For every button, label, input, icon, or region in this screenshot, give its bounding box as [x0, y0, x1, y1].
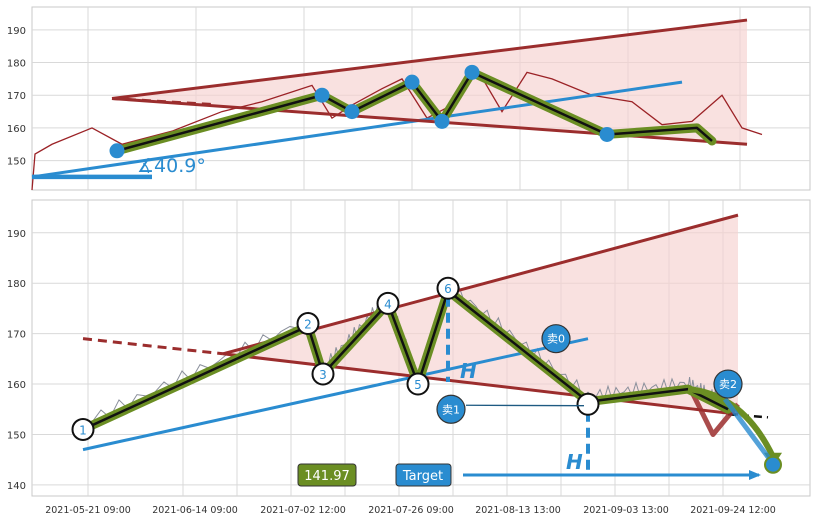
bottom-sell-marker-label: 卖0 [547, 333, 565, 346]
top-wave-marker [315, 88, 330, 103]
top-y-tick-label: 150 [7, 157, 26, 168]
top-wave-marker [435, 114, 450, 129]
bottom-sell-marker-label: 卖1 [442, 403, 460, 416]
bottom-wave-label-text: 4 [384, 297, 392, 311]
bottom-x-tick-label: 2021-07-26 09:00 [368, 505, 454, 516]
bottom-x-tick-label: 2021-09-03 13:00 [583, 505, 669, 516]
bottom-x-tick-label: 2021-08-13 13:00 [475, 505, 561, 516]
bottom-wave-label-text: 6 [444, 282, 452, 296]
top-y-tick-label: 190 [7, 26, 26, 37]
bottom-y-tick-label: 170 [7, 330, 26, 341]
bottom-x-tick-label: 2021-05-21 09:00 [45, 505, 131, 516]
top-angle-label: ∡40.9° [137, 155, 206, 177]
bottom-target-marker [765, 457, 781, 473]
bottom-wave-label-text: 1 [79, 423, 87, 437]
bottom-h2-label: H [566, 450, 583, 474]
bottom-target-badge-label: Target [402, 469, 443, 484]
bottom-y-tick-label: 180 [7, 279, 26, 290]
bottom-wave-label-text: 3 [319, 368, 327, 382]
bottom-wave-label-text: 2 [304, 318, 312, 332]
top-wave-marker [345, 104, 360, 119]
bottom-x-tick-label: 2021-07-02 12:00 [260, 505, 346, 516]
bottom-x-tick-label: 2021-06-14 09:00 [152, 505, 238, 516]
top-wave-marker [600, 127, 615, 142]
top-y-tick-label: 180 [7, 59, 26, 70]
top-y-tick-label: 170 [7, 91, 26, 102]
bottom-y-tick-label: 190 [7, 229, 26, 240]
top-wave-marker [405, 75, 420, 90]
top-wave-marker [110, 143, 125, 158]
top-y-tick-label: 160 [7, 124, 26, 135]
bottom-sell-marker-label: 卖2 [719, 378, 737, 391]
bottom-y-tick-label: 150 [7, 430, 26, 441]
bottom-x-tick-label: 2021-09-24 12:00 [690, 505, 776, 516]
bottom-y-tick-label: 160 [7, 380, 26, 391]
bottom-wave-label-circle [578, 394, 599, 415]
bottom-y-tick-label: 140 [7, 481, 26, 492]
bottom-value-badge-label: 141.97 [304, 469, 350, 484]
bottom-h1-label: H [460, 359, 477, 383]
top-wave-marker [465, 65, 480, 80]
bottom-wave-label-text: 5 [414, 378, 422, 392]
